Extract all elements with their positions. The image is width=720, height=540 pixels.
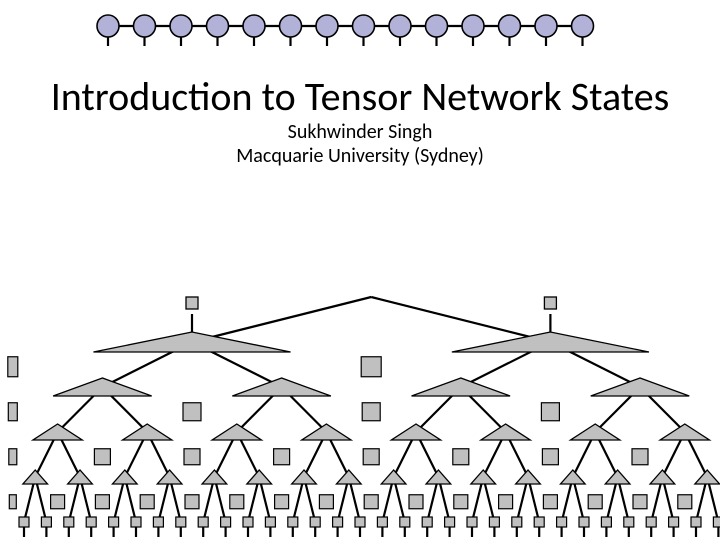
- tensor-network-diagram: [0, 0, 720, 540]
